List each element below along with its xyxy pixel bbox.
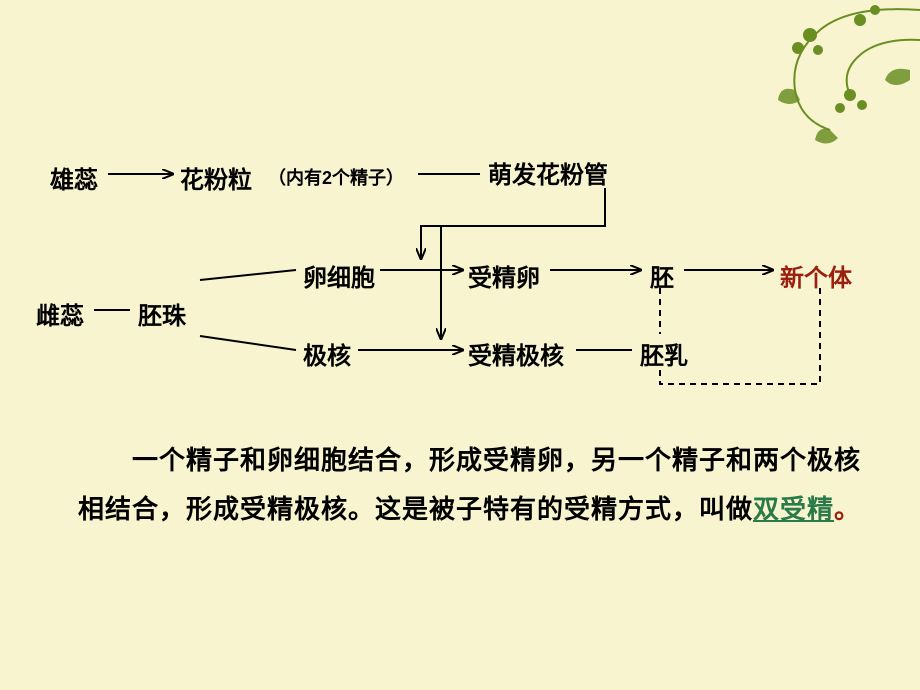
node-luanxibao: 卵细胞	[303, 258, 375, 293]
node-xiongrui: 雄蕊	[50, 160, 98, 195]
slide-background	[0, 0, 920, 690]
node-jingzi-note: （内有2个精子）	[268, 164, 404, 190]
node-peiru: 胚乳	[640, 336, 688, 371]
node-xingeti: 新个体	[780, 258, 852, 293]
node-huafenli: 花粉粒	[180, 160, 252, 195]
node-shoujingluan: 受精卵	[468, 258, 540, 293]
node-cirui: 雌蕊	[36, 296, 84, 331]
paragraph-segment: 。	[834, 494, 861, 524]
node-jihe: 极核	[303, 336, 351, 371]
node-shoujingjihe: 受精极核	[468, 336, 564, 371]
node-huafenguan: 萌发花粉管	[488, 155, 608, 190]
explanation-paragraph: 一个精子和卵细胞结合，形成受精卵，另一个精子和两个极核相结合，形成受精极核。这是…	[78, 436, 868, 535]
paragraph-segment: 一个精子和卵细胞结合，形成受精卵，另一个精子和两个极核相结合，形成受精极核。这是…	[78, 445, 861, 524]
paragraph-segment: 双受精	[753, 494, 834, 524]
node-pei: 胚	[650, 258, 674, 293]
node-peizhu: 胚珠	[138, 296, 186, 331]
